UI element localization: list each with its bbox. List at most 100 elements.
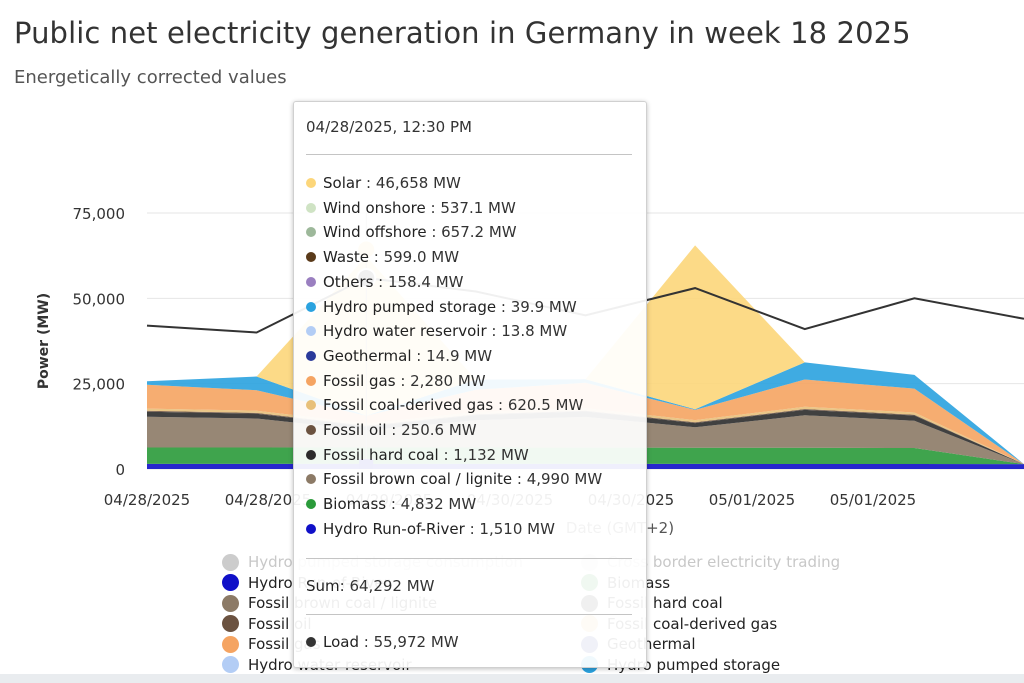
tooltip-row-label: Biomass	[323, 495, 387, 514]
series-dot-icon	[306, 178, 316, 188]
tooltip-row: Wind onshore : 537.1 MW	[306, 197, 516, 219]
tooltip-row: Fossil gas : 2,280 MW	[306, 370, 486, 392]
chart-tooltip: 04/28/2025, 12:30 PM Solar : 46,658 MW Wi…	[293, 101, 647, 668]
tooltip-date: 04/28/2025, 12:30 PM	[306, 118, 472, 136]
legend-dot-icon	[222, 553, 239, 571]
x-tick-label: 04/28/2025	[104, 491, 190, 509]
y-tick-label: 25,000	[73, 376, 126, 394]
tooltip-row-value: 39.9 MW	[510, 297, 577, 316]
tooltip-row: Hydro Run-of-River : 1,510 MW	[306, 518, 555, 540]
tooltip-divider	[306, 614, 632, 615]
tooltip-row-label: Fossil gas	[323, 371, 396, 390]
tooltip-row-label: Wind offshore	[323, 223, 427, 242]
area-fossil-hard-coal	[147, 409, 1024, 465]
tooltip-row-value: 4,990 MW	[526, 470, 603, 489]
tooltip-row-value: 4,832 MW	[400, 495, 477, 514]
series-dot-icon	[306, 375, 316, 386]
tooltip-row: Hydro water reservoir : 13.8 MW	[306, 320, 567, 342]
tooltip-row-separator: :	[464, 519, 480, 538]
tooltip-row-label: Waste	[323, 248, 369, 267]
tooltip-row: Fossil hard coal : 1,132 MW	[306, 444, 529, 466]
tooltip-row: Fossil brown coal / lignite : 4,990 MW	[306, 468, 602, 490]
series-dot-icon	[306, 449, 316, 460]
tooltip-row-label: Fossil brown coal / lignite	[323, 470, 513, 489]
legend-dot-icon	[222, 574, 239, 591]
tooltip-row-separator: :	[386, 421, 402, 439]
load-dot-icon	[306, 637, 316, 647]
tooltip-row-label: Hydro Run-of-River	[323, 519, 465, 538]
tooltip-sum-label: Sum	[306, 577, 340, 595]
tooltip-row-separator: :	[426, 223, 442, 242]
tooltip-divider	[306, 558, 632, 559]
legend-dot-icon	[222, 615, 239, 632]
tooltip-row-separator: :	[395, 371, 411, 390]
tooltip-row-value: 2,280 MW	[410, 371, 486, 390]
tooltip-row-label: Fossil coal-derived gas	[323, 396, 494, 415]
x-tick-label: 04/28/2025	[225, 491, 311, 509]
tooltip-row-separator: :	[512, 470, 527, 489]
tooltip-row-label: Hydro water reservoir	[323, 322, 487, 341]
legend-label: Hydro pumped storage	[607, 655, 781, 674]
tooltip-row: Biomass : 4,832 MW	[306, 493, 476, 515]
tooltip-row-value: 620.5 MW	[507, 396, 584, 415]
y-axis-label: Power (MW)	[36, 293, 52, 389]
tooltip-row: Waste : 599.0 MW	[306, 246, 459, 268]
series-dot-icon	[306, 474, 316, 485]
series-dot-icon	[306, 326, 316, 337]
tooltip-row-value: 537.1 MW	[440, 198, 516, 217]
x-tick-label: 05/01/2025	[709, 491, 795, 509]
tooltip-row-separator: :	[369, 248, 384, 267]
tooltip-sum: Sum: 64,292 MW	[306, 577, 435, 595]
tooltip-row-separator: :	[425, 198, 441, 217]
tooltip-row: Solar : 46,658 MW	[306, 172, 461, 194]
tooltip-row-label: Wind onshore	[323, 198, 426, 217]
tooltip-row-value: 1,510 MW	[479, 519, 555, 538]
tooltip-row-separator: :	[361, 174, 376, 192]
series-dot-icon	[306, 276, 316, 287]
tooltip-row-separator: :	[386, 495, 401, 514]
series-dot-icon	[306, 425, 316, 435]
series-dot-icon	[306, 523, 316, 534]
series-dot-icon	[306, 252, 316, 263]
area-fossil-gas	[147, 379, 1024, 465]
tooltip-row-value: 46,658 MW	[375, 174, 461, 192]
tooltip-row-value: 657.2 MW	[441, 223, 517, 242]
tooltip-row-label: Fossil oil	[323, 421, 387, 439]
tooltip-load-label: Load	[323, 633, 359, 651]
tooltip-row-separator: :	[438, 445, 454, 464]
tooltip-row: Wind offshore : 657.2 MW	[306, 221, 517, 243]
page-title: Public net electricity generation in Ger…	[14, 16, 911, 50]
tooltip-row-label: Geothermal	[323, 346, 412, 365]
tooltip-divider	[306, 154, 632, 155]
tooltip-row-value: 599.0 MW	[383, 248, 460, 267]
tooltip-row-value: 250.6 MW	[401, 421, 477, 439]
tooltip-row-label: Solar	[323, 174, 362, 192]
tooltip-row: Fossil oil : 250.6 MW	[306, 419, 477, 441]
tooltip-row: Fossil coal-derived gas : 620.5 MW	[306, 394, 583, 416]
legend-label: Cross border electricity trading	[607, 553, 841, 571]
series-dot-icon	[306, 400, 316, 411]
y-tick-label: 0	[115, 461, 125, 479]
bottom-toolbar	[0, 674, 1024, 683]
tooltip-row-value: 158.4 MW	[388, 272, 464, 291]
tooltip-row-value: 1,132 MW	[453, 445, 529, 464]
x-tick-label: 05/01/2025	[830, 491, 916, 509]
tooltip-row-value: 14.9 MW	[426, 346, 493, 365]
tooltip-row-separator: :	[373, 272, 388, 291]
tooltip-row-separator: :	[411, 346, 427, 365]
tooltip-row-value: 13.8 MW	[501, 322, 568, 341]
y-tick-label: 50,000	[73, 290, 126, 308]
legend-dot-icon	[222, 594, 239, 612]
tooltip-row-separator: :	[496, 297, 511, 316]
tooltip-row-separator: :	[493, 396, 508, 415]
y-tick-label: 75,000	[73, 205, 126, 223]
series-dot-icon	[306, 202, 316, 213]
legend-dot-icon	[222, 656, 239, 673]
legend-label: Fossil coal-derived gas	[607, 614, 778, 633]
series-dot-icon	[306, 499, 316, 510]
tooltip-sum-value: 64,292 MW	[349, 577, 435, 595]
tooltip-load-value: 55,972 MW	[373, 633, 459, 651]
tooltip-load: Load : 55,972 MW	[306, 631, 459, 653]
page-subtitle: Energetically corrected values	[14, 67, 287, 88]
tooltip-row: Hydro pumped storage : 39.9 MW	[306, 296, 577, 318]
